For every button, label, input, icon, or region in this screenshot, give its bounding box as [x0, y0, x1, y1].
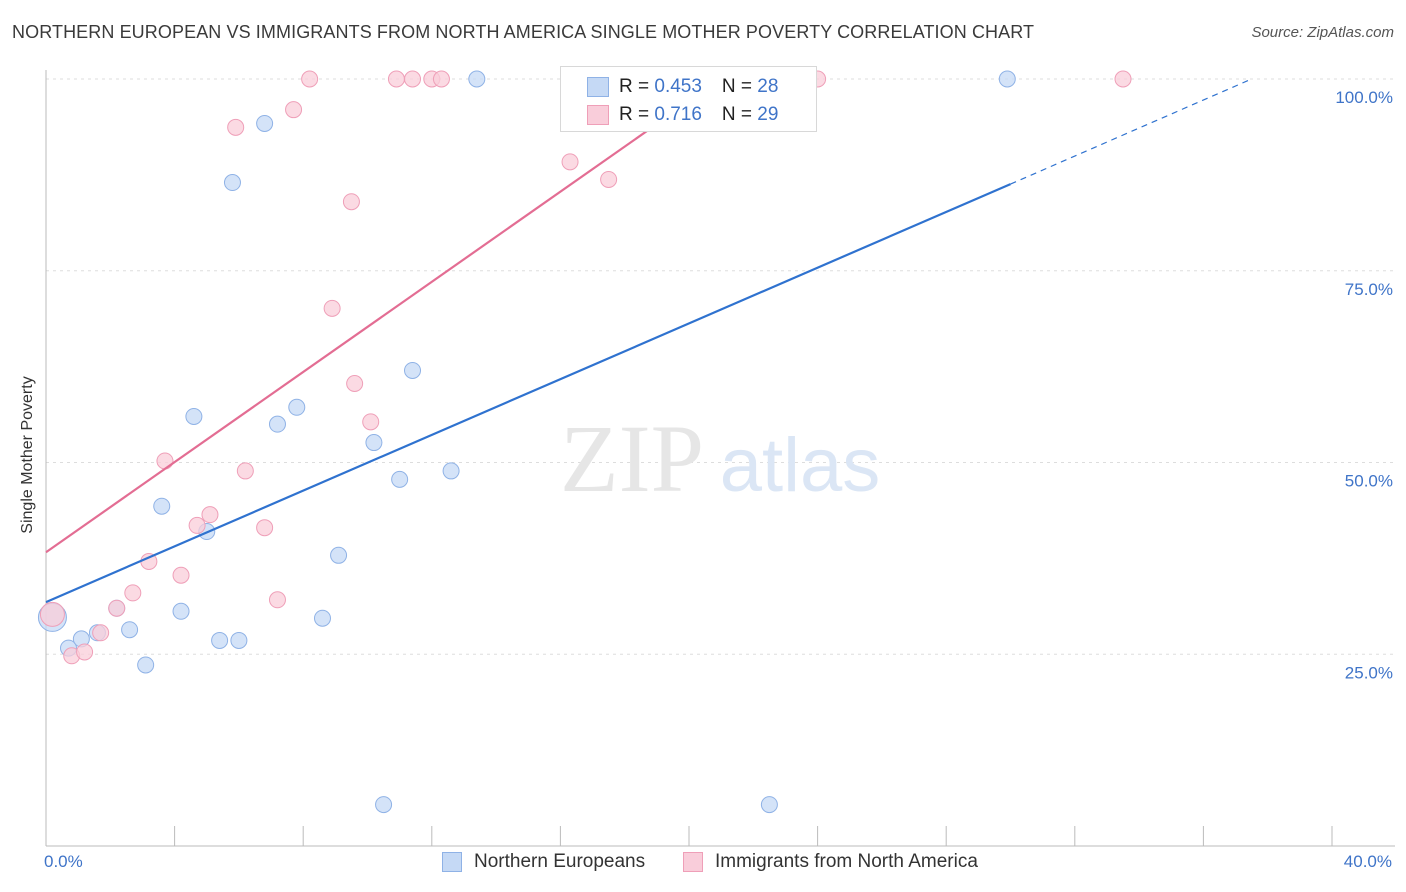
r-value: 0.716: [654, 104, 702, 125]
data-point-northern-europeans: [404, 361, 422, 379]
legend-label: Immigrants from North America: [715, 851, 978, 872]
data-point-immigrants-north-america: [236, 462, 254, 480]
n-label: N =: [721, 104, 758, 125]
r-label: R =: [619, 76, 655, 97]
data-point-northern-europeans: [760, 796, 778, 814]
data-point-immigrants-north-america: [188, 516, 206, 534]
data-point-immigrants-north-america: [342, 193, 360, 211]
watermark-zip: ZIP: [560, 405, 704, 512]
n-value: 29: [757, 104, 779, 125]
data-point-immigrants-north-america: [201, 506, 219, 524]
n-label: N =: [721, 76, 758, 97]
n-value: 28: [757, 76, 779, 97]
y-tick-labels: 25.0% 50.0% 75.0% 100.0%: [1335, 88, 1393, 682]
y-axis-label: Single Mother Poverty: [19, 376, 36, 534]
data-point-northern-europeans: [121, 621, 139, 639]
y-tick-label-25: 25.0%: [1345, 663, 1393, 682]
stats-text-pink: R = 0.716 N = 29: [619, 104, 778, 126]
data-point-northern-europeans: [442, 462, 460, 480]
data-point-immigrants-north-america: [39, 601, 65, 627]
legend-swatch-pink: [683, 852, 703, 872]
legend-label: Northern Europeans: [474, 851, 646, 872]
r-label: R =: [619, 104, 655, 125]
data-point-immigrants-north-america: [600, 170, 618, 188]
data-point-immigrants-north-america: [346, 374, 364, 392]
points-layer: [37, 70, 1132, 814]
data-point-immigrants-north-america: [268, 591, 286, 609]
y-tick-label-50: 50.0%: [1345, 472, 1393, 491]
data-point-northern-europeans: [153, 497, 171, 515]
data-point-northern-europeans: [223, 174, 241, 192]
data-point-immigrants-north-america: [227, 118, 245, 136]
trendline-northern-europeans: [45, 183, 1011, 604]
data-point-northern-europeans: [468, 70, 486, 88]
legend-swatch-blue: [442, 852, 462, 872]
y-tick-label-75: 75.0%: [1345, 280, 1393, 299]
data-point-immigrants-north-america: [323, 299, 341, 317]
data-point-immigrants-north-america: [301, 70, 319, 88]
legend-item-immigrants-north-america: Immigrants from North America: [683, 851, 978, 873]
data-point-immigrants-north-america: [1114, 70, 1132, 88]
legend-item-northern-europeans: Northern Europeans: [442, 851, 645, 873]
stats-legend-box: R = 0.453 N = 28 R = 0.716 N = 29: [560, 66, 817, 132]
chart-source: Source: ZipAtlas.com: [1251, 24, 1394, 41]
data-point-immigrants-north-america: [362, 413, 380, 431]
data-point-immigrants-north-america: [76, 643, 94, 661]
y-tick-label-100: 100.0%: [1335, 88, 1393, 107]
data-point-immigrants-north-america: [124, 584, 142, 602]
data-point-northern-europeans: [172, 602, 190, 620]
data-point-immigrants-north-america: [387, 70, 405, 88]
watermark: ZIP atlas: [560, 405, 880, 512]
watermark-atlas: atlas: [720, 423, 881, 508]
data-point-northern-europeans: [391, 470, 409, 488]
trendline-northern-europeans-extension: [1010, 78, 1252, 185]
trend-layer: [45, 78, 1252, 604]
data-point-immigrants-north-america: [92, 624, 110, 642]
data-point-immigrants-north-america: [256, 519, 274, 537]
data-point-immigrants-north-america: [404, 70, 422, 88]
data-point-northern-europeans: [230, 631, 248, 649]
r-value: 0.453: [654, 76, 702, 97]
chart-title: NORTHERN EUROPEAN VS IMMIGRANTS FROM NOR…: [12, 22, 1035, 42]
data-point-northern-europeans: [998, 70, 1016, 88]
data-point-immigrants-north-america: [432, 70, 450, 88]
data-point-immigrants-north-america: [156, 452, 174, 470]
data-point-immigrants-north-america: [172, 566, 190, 584]
data-point-northern-europeans: [330, 546, 348, 564]
data-point-northern-europeans: [288, 398, 306, 416]
data-point-northern-europeans: [137, 656, 155, 674]
data-point-northern-europeans: [313, 609, 331, 627]
axis-layer: [45, 70, 1395, 847]
data-point-northern-europeans: [268, 415, 286, 433]
grid-layer: [46, 78, 1395, 655]
data-point-northern-europeans: [211, 631, 229, 649]
data-point-northern-europeans: [185, 407, 203, 425]
data-point-northern-europeans: [256, 114, 274, 132]
data-point-northern-europeans: [365, 434, 383, 452]
chart-legend: Northern Europeans Immigrants from North…: [0, 851, 1406, 879]
stats-text-blue: R = 0.453 N = 28: [619, 76, 778, 98]
x-tick-label-min: 0.0%: [44, 852, 83, 871]
data-point-immigrants-north-america: [561, 153, 579, 171]
trendline-immigrants-north-america: [45, 78, 722, 554]
data-point-immigrants-north-america: [285, 101, 303, 119]
stats-swatch-pink: [587, 105, 609, 125]
stats-swatch-blue: [587, 77, 609, 97]
data-point-northern-europeans: [375, 796, 393, 814]
x-tick-label-max: 40.0%: [1343, 852, 1392, 871]
data-point-immigrants-north-america: [108, 599, 126, 617]
